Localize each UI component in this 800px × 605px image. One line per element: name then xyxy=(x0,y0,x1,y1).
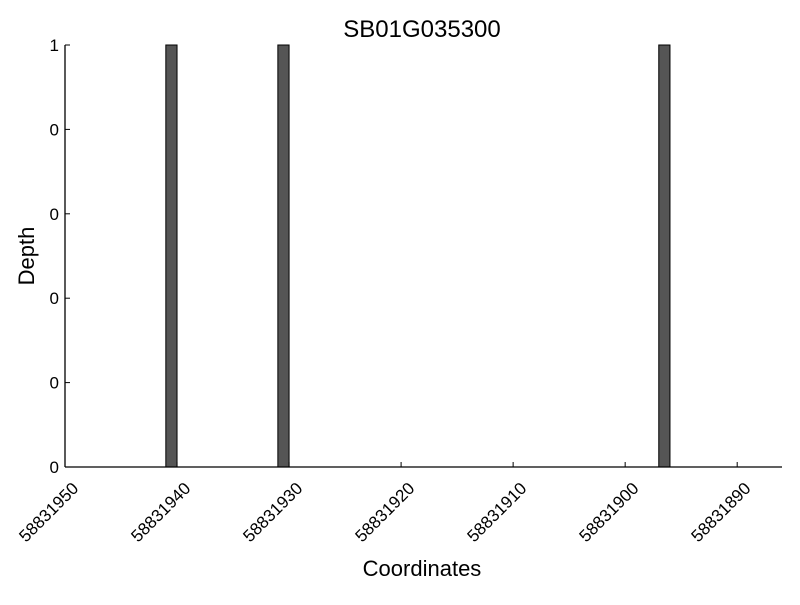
y-tick-label: 0 xyxy=(50,289,59,308)
x-tick-label: 58831900 xyxy=(576,479,643,546)
x-tick-label: 58831910 xyxy=(464,479,531,546)
x-tick-label: 58831930 xyxy=(239,479,306,546)
bar xyxy=(277,44,290,468)
x-axis-label: Coordinates xyxy=(363,556,482,581)
x-tick-label: 58831920 xyxy=(351,479,418,546)
x-tick-label: 58831940 xyxy=(127,479,194,546)
x-tick-label: 58831950 xyxy=(15,479,82,546)
y-axis-label: Depth xyxy=(14,227,39,286)
y-tick-label: 0 xyxy=(50,374,59,393)
y-tick-label: 0 xyxy=(50,120,59,139)
y-tick-label: 0 xyxy=(50,205,59,224)
y-tick-label: 0 xyxy=(50,458,59,477)
bar xyxy=(658,44,671,468)
y-tick-label: 1 xyxy=(50,36,59,55)
bars xyxy=(165,44,671,468)
bar xyxy=(165,44,178,468)
x-tick-label: 58831890 xyxy=(688,479,755,546)
chart-title: SB01G035300 xyxy=(343,16,500,43)
